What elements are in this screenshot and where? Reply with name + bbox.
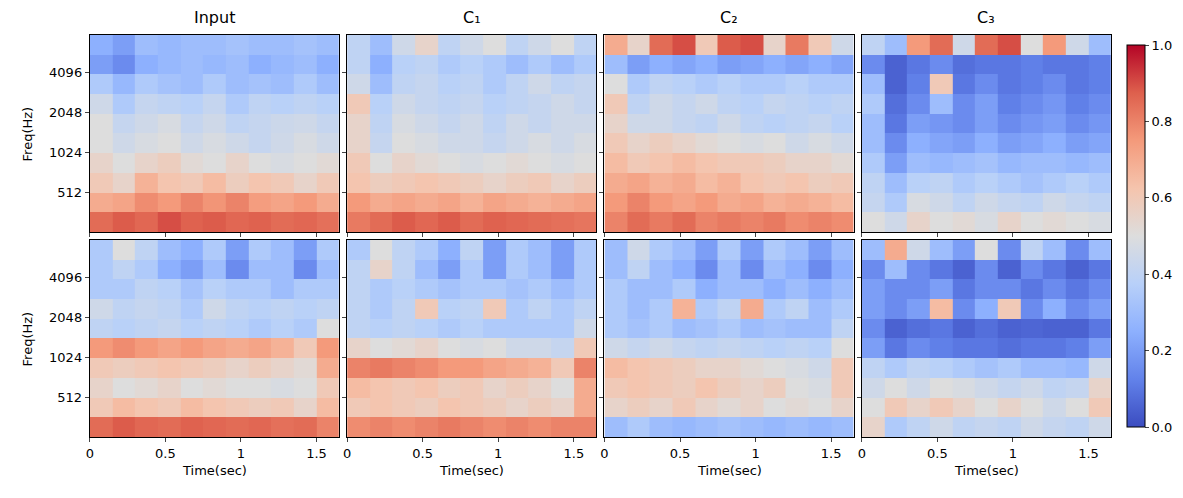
svg-text:1.5: 1.5 (563, 446, 584, 461)
svg-text:Freq(Hz): Freq(Hz) (20, 312, 35, 367)
svg-text:0.0: 0.0 (1152, 420, 1173, 435)
svg-text:0.8: 0.8 (1152, 114, 1173, 129)
svg-text:4096: 4096 (49, 65, 82, 80)
svg-text:1.5: 1.5 (1078, 446, 1099, 461)
svg-text:0.5: 0.5 (412, 446, 433, 461)
svg-text:0: 0 (343, 446, 351, 461)
svg-text:0: 0 (86, 446, 94, 461)
svg-text:Time(sec): Time(sec) (697, 463, 762, 478)
svg-text:0.2: 0.2 (1152, 343, 1173, 358)
svg-text:0: 0 (600, 446, 608, 461)
svg-text:Freq(Hz): Freq(Hz) (20, 107, 35, 162)
svg-text:2048: 2048 (49, 105, 82, 120)
svg-text:1: 1 (237, 446, 245, 461)
svg-text:512: 512 (57, 185, 82, 200)
svg-text:C₂: C₂ (720, 8, 738, 27)
svg-text:1: 1 (494, 446, 502, 461)
svg-text:0.5: 0.5 (927, 446, 948, 461)
svg-text:1024: 1024 (49, 145, 82, 160)
svg-text:1: 1 (751, 446, 759, 461)
svg-text:0.5: 0.5 (670, 446, 691, 461)
svg-text:1: 1 (1009, 446, 1017, 461)
svg-text:0.5: 0.5 (155, 446, 176, 461)
svg-text:Input: Input (194, 8, 235, 27)
svg-text:C₁: C₁ (463, 8, 481, 27)
svg-text:0: 0 (858, 446, 866, 461)
svg-text:1.5: 1.5 (306, 446, 327, 461)
svg-text:0.4: 0.4 (1152, 267, 1173, 282)
svg-text:C₃: C₃ (977, 8, 995, 27)
svg-text:1.5: 1.5 (821, 446, 842, 461)
svg-text:1.0: 1.0 (1152, 38, 1173, 53)
svg-text:512: 512 (57, 390, 82, 405)
svg-text:Time(sec): Time(sec) (439, 463, 504, 478)
svg-text:2048: 2048 (49, 310, 82, 325)
svg-text:0.6: 0.6 (1152, 190, 1173, 205)
svg-text:Time(sec): Time(sec) (182, 463, 247, 478)
svg-text:4096: 4096 (49, 270, 82, 285)
svg-text:1024: 1024 (49, 350, 82, 365)
svg-text:Time(sec): Time(sec) (954, 463, 1019, 478)
